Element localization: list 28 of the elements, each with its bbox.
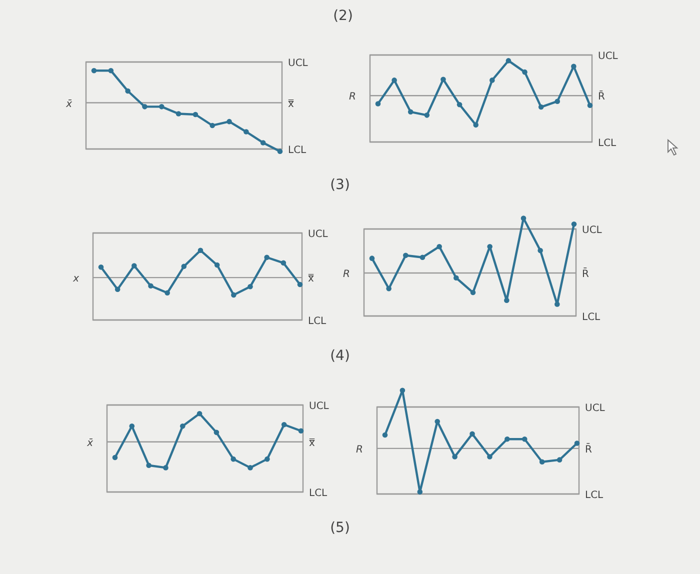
ref-line-label: UCL — [585, 403, 606, 414]
y-axis-title: x̄ — [86, 438, 94, 449]
ref-line-label: LCL — [288, 145, 307, 156]
ref-line-label: R̄ — [585, 442, 592, 456]
y-axis-title: R — [349, 92, 356, 103]
ref-line-label: LCL — [582, 312, 601, 323]
ref-line-label: R̄ — [598, 90, 605, 103]
ref-line-label: x̿ — [287, 98, 294, 110]
ref-line-label: UCL — [309, 401, 330, 412]
ref-line-label: UCL — [582, 225, 602, 236]
text: (4) — [330, 348, 350, 364]
text: (3) — [330, 177, 350, 193]
y-axis-title: R — [356, 444, 363, 456]
ref-line-label: LCL — [585, 490, 604, 501]
y-axis-title: x — [72, 274, 80, 285]
y-axis-title: R — [343, 268, 350, 280]
ref-line-label: x̿ — [307, 274, 314, 285]
ref-line-label: LCL — [308, 316, 327, 327]
text: (5) — [330, 520, 350, 536]
ref-line-label: LCL — [598, 138, 617, 149]
ref-line-label: UCL — [288, 58, 308, 69]
ref-line-label: UCL — [308, 229, 328, 240]
chart-title: (2) — [333, 8, 353, 24]
ref-line-label: LCL — [309, 488, 328, 499]
y-axis-title: x̄ — [65, 98, 72, 110]
ref-line-label: UCL — [598, 51, 618, 62]
ref-line-label: x̿ — [308, 438, 316, 449]
ref-line-label: R̄ — [582, 267, 589, 280]
